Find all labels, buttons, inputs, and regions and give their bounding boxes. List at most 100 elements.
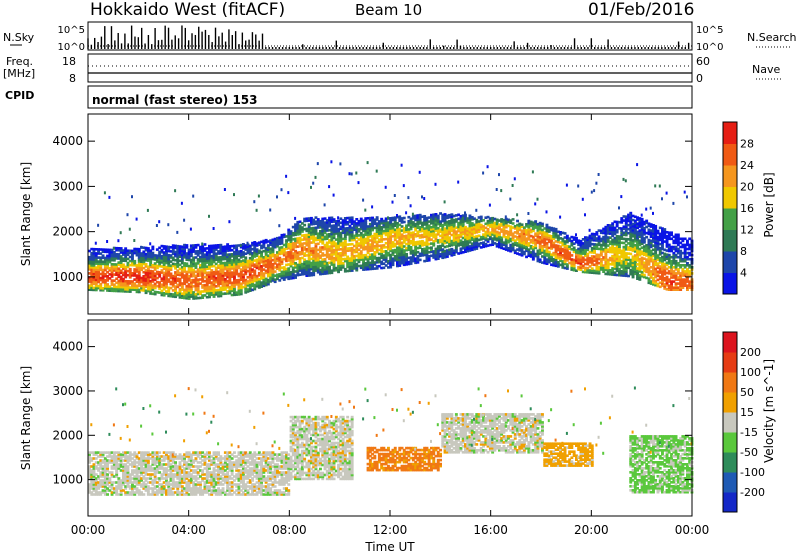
power-cell bbox=[271, 254, 275, 258]
power-cell bbox=[652, 234, 655, 237]
power-cell bbox=[94, 258, 98, 261]
power-cell bbox=[445, 236, 449, 240]
power-cell bbox=[377, 232, 381, 235]
power-cell bbox=[640, 266, 644, 270]
power-cell bbox=[624, 179, 627, 183]
power-cell bbox=[310, 216, 313, 220]
power-cell bbox=[330, 230, 334, 234]
power-cell bbox=[219, 290, 223, 294]
power-cell bbox=[210, 250, 214, 254]
power-cell bbox=[631, 226, 635, 230]
power-cell bbox=[584, 254, 587, 258]
power-cell bbox=[436, 216, 440, 220]
power-cell bbox=[577, 257, 581, 261]
power-cell bbox=[255, 285, 259, 288]
power-cell bbox=[380, 219, 384, 223]
power-cell bbox=[652, 268, 655, 272]
power-cell bbox=[633, 258, 637, 261]
power-cell bbox=[221, 264, 225, 267]
power-cell bbox=[611, 273, 615, 276]
power-cell bbox=[339, 252, 343, 255]
power-cell bbox=[287, 238, 291, 242]
power-cell bbox=[486, 244, 490, 247]
power-cell bbox=[518, 236, 522, 240]
power-cell bbox=[183, 274, 186, 277]
power-cell bbox=[590, 247, 594, 250]
power-cell bbox=[636, 271, 639, 274]
power-cell bbox=[547, 228, 551, 231]
power-cell bbox=[167, 290, 171, 294]
power-cell bbox=[439, 246, 442, 250]
power-cell bbox=[436, 218, 440, 222]
power-cell bbox=[531, 229, 535, 233]
power-cell bbox=[312, 230, 316, 234]
power-cell bbox=[568, 245, 572, 248]
power-cell bbox=[622, 225, 626, 228]
power-cell bbox=[146, 273, 150, 277]
power-cell bbox=[398, 233, 402, 237]
power-cell bbox=[155, 224, 158, 227]
power-cell bbox=[97, 276, 100, 280]
power-cell bbox=[493, 227, 497, 231]
power-cell bbox=[233, 269, 236, 272]
power-cell bbox=[527, 248, 531, 251]
power-cell bbox=[649, 241, 653, 245]
freq-label: Freq. bbox=[6, 55, 33, 68]
power-cell bbox=[507, 234, 510, 238]
power-cell bbox=[375, 236, 379, 240]
power-cell bbox=[223, 265, 227, 269]
power-cell bbox=[321, 223, 325, 227]
power-cell bbox=[153, 282, 157, 286]
power-cell bbox=[595, 265, 599, 269]
power-cell bbox=[405, 246, 408, 250]
power-cell bbox=[423, 249, 427, 253]
power-cell bbox=[319, 236, 322, 239]
power-cell bbox=[500, 218, 504, 221]
power-cell bbox=[194, 278, 198, 282]
power-cell bbox=[230, 244, 234, 248]
power-cell bbox=[432, 254, 436, 257]
power-cell bbox=[115, 273, 119, 276]
power-cell bbox=[246, 245, 250, 248]
power-cell bbox=[230, 285, 234, 289]
power-cell bbox=[321, 217, 325, 221]
power-cell bbox=[298, 226, 302, 230]
power-cell bbox=[658, 285, 662, 289]
power-cell bbox=[208, 289, 211, 293]
power-cell bbox=[122, 287, 125, 291]
power-cell bbox=[545, 248, 549, 251]
power-cell bbox=[264, 247, 268, 250]
power-cell bbox=[230, 263, 234, 266]
power-cell bbox=[475, 229, 479, 232]
power-cell bbox=[219, 256, 223, 259]
power-cell bbox=[502, 247, 506, 250]
power-cell bbox=[434, 229, 438, 232]
power-cell bbox=[405, 248, 408, 252]
power-cell bbox=[303, 234, 307, 237]
power-cell bbox=[520, 243, 524, 247]
power-cell bbox=[599, 266, 603, 269]
power-cell bbox=[491, 239, 495, 242]
power-cell bbox=[264, 257, 268, 260]
power-cell bbox=[443, 231, 447, 234]
power-cell bbox=[448, 242, 451, 245]
power-cell bbox=[251, 254, 254, 257]
power-cell bbox=[126, 284, 130, 287]
power-cell bbox=[586, 236, 590, 239]
power-cell bbox=[624, 237, 628, 241]
power-cell bbox=[176, 259, 180, 262]
power-cell bbox=[638, 276, 642, 279]
power-cell bbox=[323, 227, 327, 231]
power-cell bbox=[310, 247, 313, 250]
power-cell bbox=[543, 239, 547, 242]
power-cell bbox=[357, 223, 361, 227]
power-cell bbox=[341, 225, 345, 228]
power-cell bbox=[133, 239, 136, 242]
power-cell bbox=[146, 251, 150, 254]
power-cell bbox=[103, 279, 107, 282]
power-cell bbox=[647, 269, 651, 272]
power-cell bbox=[391, 226, 395, 230]
power-cell bbox=[246, 247, 250, 251]
power-cell bbox=[183, 245, 186, 249]
power-cell bbox=[525, 225, 528, 228]
